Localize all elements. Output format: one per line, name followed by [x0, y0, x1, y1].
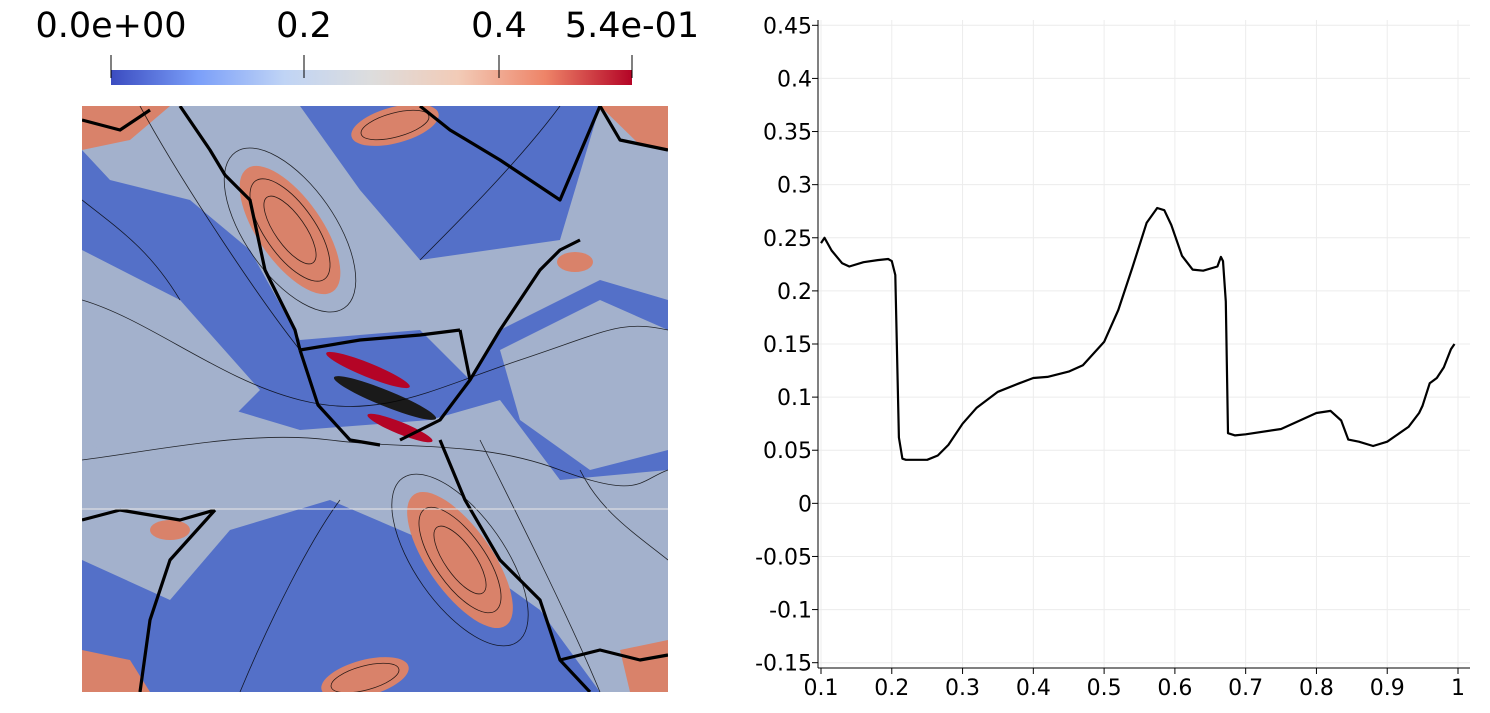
x-tick-label: 0.7 — [1228, 676, 1263, 701]
line-chart-panel: 0.45 0.4 0.35 0.3 0.25 0.2 0.15 0.1 0.05 0 -0.05 -0… — [740, 0, 1490, 709]
y-tick-label: 0.45 — [763, 14, 812, 39]
y-tick-label: -0.05 — [755, 545, 812, 570]
y-axis-ticks: 0.45 0.4 0.35 0.3 0.25 0.2 0.15 0.1 0.05 0 -0.05 -0… — [755, 14, 818, 677]
contour-field — [82, 106, 668, 692]
field-panel: 0.0e+00 0.2 0.4 5.4e-01 — [0, 0, 740, 709]
y-tick-label: 0.3 — [777, 174, 812, 199]
y-tick-label: 0 — [798, 492, 812, 517]
line-chart: 0.45 0.4 0.35 0.3 0.25 0.2 0.15 0.1 0.05 0 -0.05 -0… — [755, 14, 1470, 701]
y-tick-label: 0.4 — [777, 67, 812, 92]
x-tick-label: 0.2 — [874, 676, 909, 701]
x-tick-label: 0.1 — [804, 676, 839, 701]
y-tick-label: 0.2 — [777, 280, 812, 305]
y-tick-label: 0.35 — [763, 121, 812, 146]
chart-grid — [818, 20, 1470, 668]
colorbar-label-min: 0.0e+00 — [35, 6, 186, 46]
colorbar-label-max: 5.4e-01 — [565, 6, 699, 46]
colorbar-label-0-2: 0.2 — [276, 6, 332, 46]
colorbar-label-0-4: 0.4 — [471, 6, 527, 46]
x-tick-label: 0.5 — [1087, 676, 1122, 701]
colorbar — [111, 70, 632, 85]
x-tick-label: 0.6 — [1157, 676, 1192, 701]
x-tick-label: 0.8 — [1299, 676, 1334, 701]
y-tick-label: 0.1 — [777, 386, 812, 411]
y-tick-label: 0.25 — [763, 227, 812, 252]
y-tick-label: 0.15 — [763, 333, 812, 358]
y-tick-label: -0.15 — [755, 652, 812, 677]
series-line — [820, 206, 1456, 461]
x-tick-label: 0.3 — [945, 676, 980, 701]
y-tick-label: 0.05 — [763, 439, 812, 464]
x-axis-ticks: 0.1 0.2 0.3 0.4 0.5 0.6 0.7 0.8 0.9 1 — [804, 668, 1465, 701]
x-tick-label: 0.4 — [1016, 676, 1051, 701]
field-figure: 0.0e+00 0.2 0.4 5.4e-01 — [35, 6, 699, 692]
x-tick-label: 1 — [1451, 676, 1465, 701]
y-tick-label: -0.1 — [769, 599, 812, 624]
x-tick-label: 0.9 — [1370, 676, 1405, 701]
